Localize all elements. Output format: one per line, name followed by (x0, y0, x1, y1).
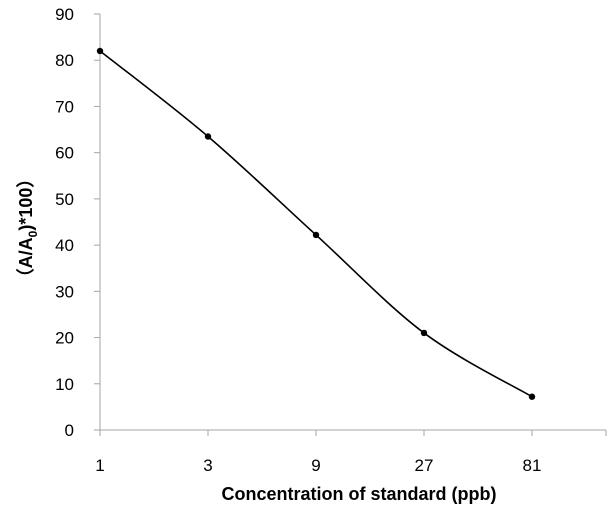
x-tick-label: 27 (415, 456, 434, 475)
y-tick-label: 40 (55, 236, 74, 255)
y-tick-label: 80 (55, 51, 74, 70)
x-axis-title: Concentration of standard (ppb) (222, 484, 497, 504)
y-tick-label: 30 (55, 282, 74, 301)
series-layer (96, 47, 536, 400)
x-tick-label: 9 (311, 456, 320, 475)
x-axis: 1 3 9 27 81 (95, 429, 607, 475)
y-axis-title-subscript: 0 (26, 230, 40, 237)
x-tick-label: 1 (95, 456, 104, 475)
data-point (96, 47, 104, 55)
y-tick-label: 70 (55, 97, 74, 116)
y-axis-title-part: （A/A (16, 237, 36, 286)
y-tick-label: 50 (55, 190, 74, 209)
data-point (420, 329, 428, 337)
y-axis-title-part: )*100） (16, 170, 36, 231)
data-point (204, 133, 212, 140)
y-tick-label: 90 (55, 5, 74, 24)
x-tick-label: 3 (203, 456, 212, 475)
y-tick-label: 10 (55, 375, 74, 394)
y-tick-label: 60 (55, 144, 74, 163)
y-axis-title: （A/A0)*100） (16, 170, 40, 287)
series-line (99, 50, 533, 398)
data-point (312, 231, 320, 239)
x-tick-label: 81 (523, 456, 542, 475)
y-tick-label: 20 (55, 329, 74, 348)
y-tick-label: 0 (65, 421, 74, 440)
y-axis: 0 10 20 30 40 50 60 70 80 90 (55, 5, 101, 440)
data-point (528, 393, 536, 400)
